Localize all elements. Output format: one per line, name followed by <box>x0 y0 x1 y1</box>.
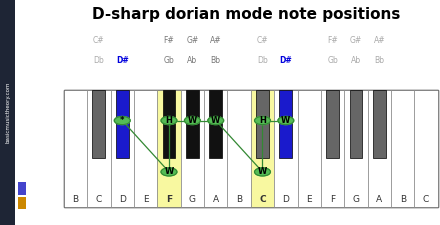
Bar <box>92 90 105 158</box>
Text: E: E <box>306 195 312 204</box>
Text: A#: A# <box>374 36 385 45</box>
Text: G#: G# <box>186 36 198 45</box>
Text: G#: G# <box>350 36 362 45</box>
Bar <box>368 90 391 207</box>
Circle shape <box>114 117 130 125</box>
Bar <box>279 90 292 158</box>
Bar <box>87 90 110 207</box>
Bar <box>162 90 176 158</box>
Circle shape <box>255 168 271 176</box>
Text: C: C <box>259 195 266 204</box>
Text: A: A <box>376 195 382 204</box>
Text: H: H <box>165 116 172 125</box>
Text: Bb: Bb <box>374 56 385 65</box>
Text: *: * <box>120 116 125 125</box>
Text: W: W <box>165 167 174 176</box>
Text: basicmusictheory.com: basicmusictheory.com <box>5 82 10 143</box>
Text: G: G <box>352 195 359 204</box>
Text: A#: A# <box>210 36 222 45</box>
Text: Db: Db <box>257 56 268 65</box>
Text: G: G <box>189 195 196 204</box>
Text: B: B <box>73 195 79 204</box>
Text: D#: D# <box>279 56 292 65</box>
Text: C: C <box>96 195 102 204</box>
Bar <box>414 90 438 207</box>
Text: F: F <box>330 195 335 204</box>
Text: H: H <box>259 116 266 125</box>
Text: C: C <box>423 195 429 204</box>
Text: D#: D# <box>116 56 128 65</box>
Text: Bb: Bb <box>211 56 221 65</box>
Circle shape <box>255 117 271 125</box>
Text: B: B <box>400 195 406 204</box>
Text: D-sharp dorian mode note positions: D-sharp dorian mode note positions <box>92 7 400 22</box>
Bar <box>116 90 128 158</box>
Text: C#: C# <box>257 36 268 45</box>
Bar <box>18 197 26 209</box>
Circle shape <box>278 117 294 125</box>
Text: A: A <box>213 195 219 204</box>
Bar <box>297 90 321 207</box>
Bar <box>321 90 344 207</box>
Bar <box>18 182 26 195</box>
Bar <box>251 90 274 207</box>
Text: D: D <box>119 195 126 204</box>
Bar <box>373 90 386 158</box>
Text: Ab: Ab <box>351 56 361 65</box>
Bar <box>256 90 269 158</box>
Circle shape <box>161 117 177 125</box>
Text: W: W <box>281 116 290 125</box>
Circle shape <box>161 168 177 176</box>
Bar <box>227 90 251 207</box>
Bar <box>181 90 204 207</box>
Text: W: W <box>188 116 197 125</box>
Text: F: F <box>166 195 172 204</box>
Text: F#: F# <box>327 36 338 45</box>
Bar <box>110 90 134 207</box>
Bar <box>64 90 438 207</box>
Bar <box>0 0 15 225</box>
Text: Gb: Gb <box>327 56 338 65</box>
Text: Ab: Ab <box>187 56 198 65</box>
Bar <box>326 90 339 158</box>
Bar <box>349 90 363 158</box>
Bar <box>204 90 227 207</box>
Circle shape <box>208 117 224 125</box>
Bar <box>158 90 181 207</box>
Bar <box>64 90 87 207</box>
Bar <box>274 90 297 207</box>
Text: C#: C# <box>93 36 105 45</box>
Text: Db: Db <box>93 56 104 65</box>
Bar <box>186 90 199 158</box>
Text: F#: F# <box>164 36 174 45</box>
Bar <box>391 90 414 207</box>
Bar <box>134 90 157 207</box>
Text: E: E <box>143 195 148 204</box>
Text: D: D <box>282 195 290 204</box>
Circle shape <box>184 117 200 125</box>
Text: W: W <box>258 167 267 176</box>
Bar <box>209 90 222 158</box>
Text: Gb: Gb <box>164 56 174 65</box>
Text: W: W <box>211 116 220 125</box>
Bar <box>344 90 368 207</box>
Text: B: B <box>236 195 242 204</box>
